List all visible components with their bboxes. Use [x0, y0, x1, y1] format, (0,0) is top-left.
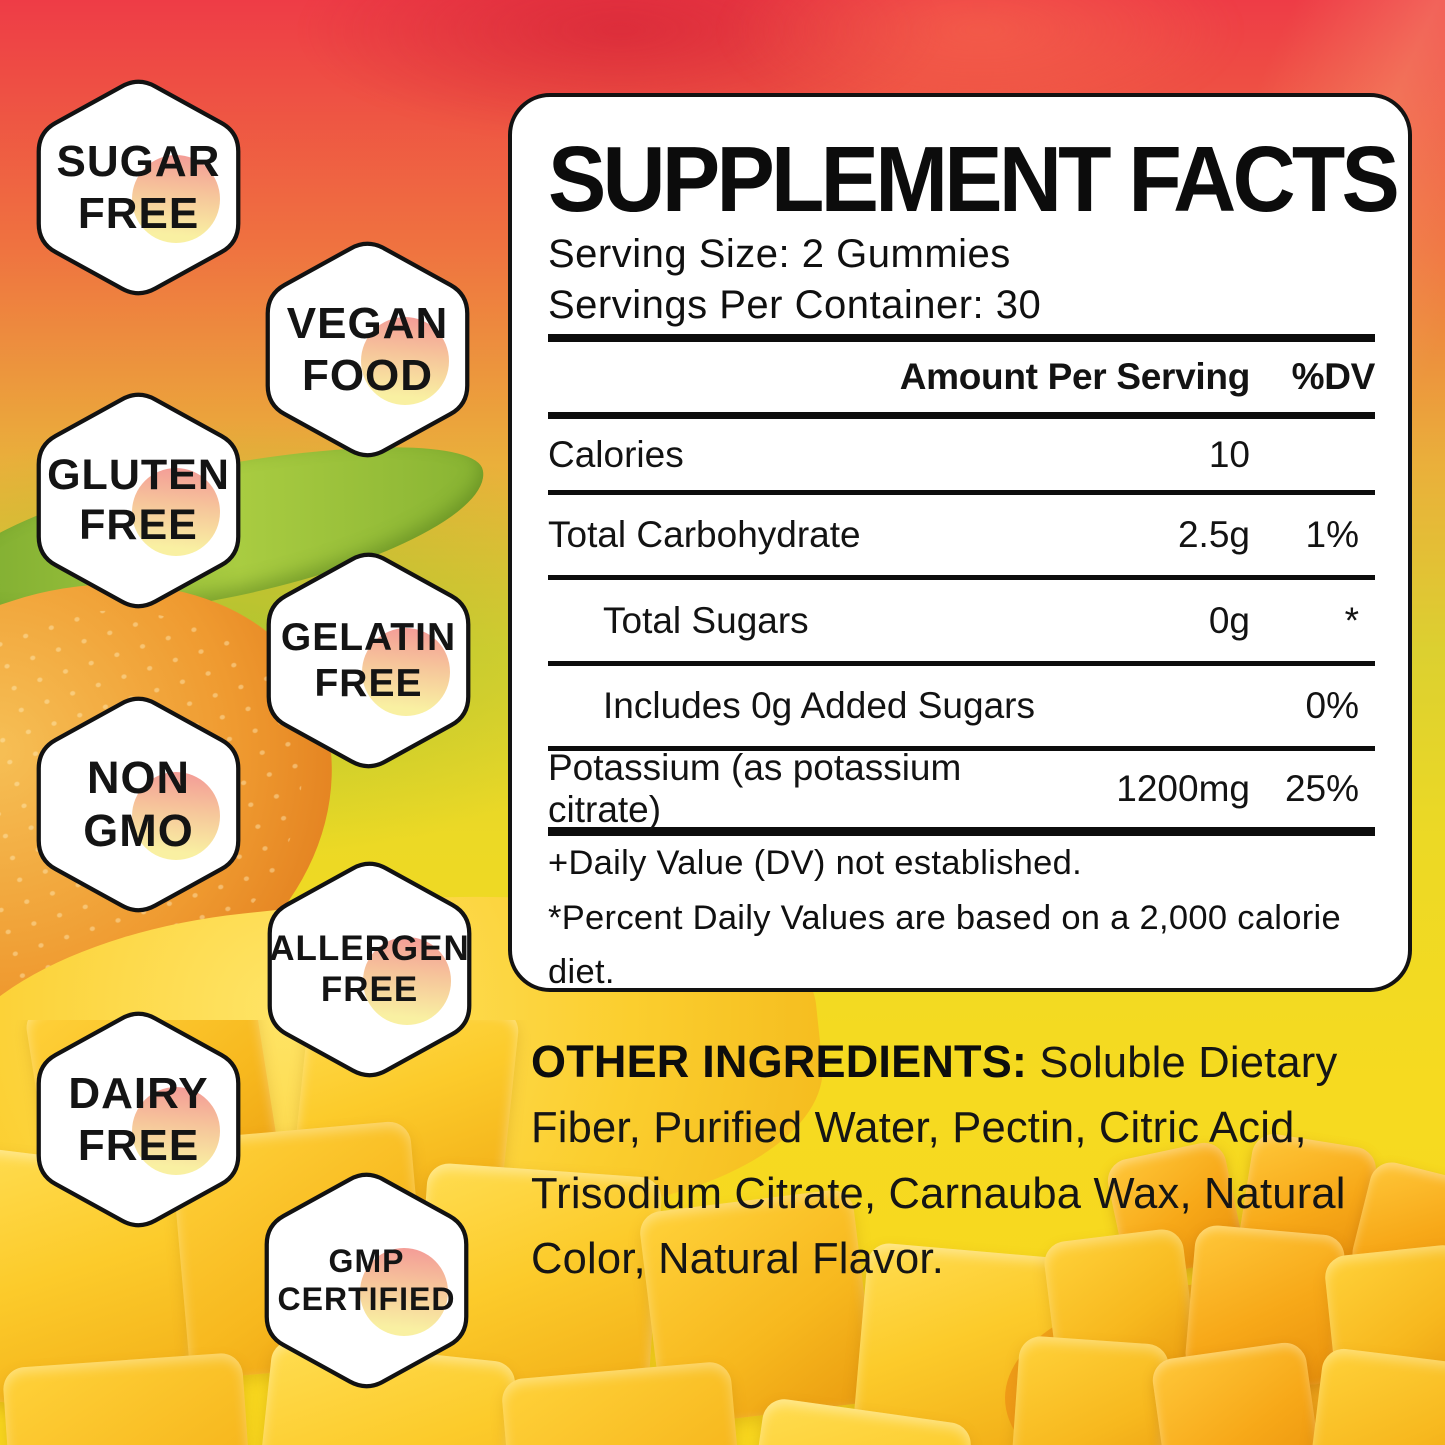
badge-vegan-food: VEGAN FOOD: [261, 237, 474, 462]
row-name: Total Carbohydrate: [548, 514, 861, 555]
badge-line: SUGAR: [56, 137, 221, 187]
badge-line: GELATIN: [280, 616, 457, 660]
row-name: Calories: [548, 433, 684, 475]
badge-line: DAIRY: [68, 1069, 209, 1119]
badge-line: FOOD: [301, 350, 434, 400]
row-amount: 10: [1208, 433, 1250, 475]
badge-glow-circle: [361, 317, 449, 405]
row-amount: 2.5g: [1177, 514, 1250, 555]
row-amount: 0g: [1208, 599, 1250, 641]
badge-gelatin-free: GELATIN FREE: [262, 548, 475, 773]
badge-line: ALLERGEN: [269, 928, 470, 968]
row-dv: *: [1344, 599, 1359, 641]
badge-line: FREE: [320, 969, 419, 1009]
badge-label: VEGAN FOOD: [261, 237, 474, 462]
row-dv: 25%: [1284, 768, 1359, 809]
mango-cube: [1009, 1334, 1171, 1445]
badge-gluten-free: GLUTEN FREE: [32, 388, 245, 613]
other-ingredients: OTHER INGREDIENTS: Soluble Dietary Fiber…: [531, 1028, 1436, 1292]
other-ingredients-text: Soluble Dietary Fiber, Purified Water, P…: [531, 1039, 1346, 1283]
mango-cube: [1, 1351, 259, 1445]
badge-line: FREE: [77, 1120, 200, 1170]
badge-glow-circle: [363, 937, 451, 1025]
other-ingredients-heading: OTHER INGREDIENTS:: [531, 1036, 1028, 1087]
badge-line: GMO: [83, 804, 194, 856]
servings-per-container: Servings Per Container: 30: [548, 283, 1042, 327]
badge-dairy-free: DAIRY FREE: [32, 1007, 245, 1232]
row-name: Includes 0g Added Sugars: [603, 685, 1035, 726]
badge-glow-circle: [132, 772, 220, 860]
supplement-facts-panel: SUPPLEMENT FACTS Serving Size: 2 Gummies…: [508, 93, 1412, 992]
badge-glow-circle: [132, 155, 220, 243]
column-percent-dv: %DV: [1291, 356, 1376, 397]
row-dv: 1%: [1305, 514, 1359, 555]
row-name: Potassium (as potassium citrate): [548, 747, 962, 830]
footnote-dv-not-established: +Daily Value (DV) not established.: [548, 844, 1083, 882]
table-row: Includes 0g Added Sugars 0%: [548, 666, 1375, 751]
badge-label: DAIRY FREE: [32, 1007, 245, 1232]
badge-line: GMP: [328, 1243, 405, 1280]
badge-line: FREE: [79, 500, 198, 549]
badge-label: GELATIN FREE: [262, 548, 475, 773]
badge-glow-circle: [132, 468, 220, 556]
table-row: Total Carbohydrate 2.5g 1%: [548, 495, 1375, 580]
badge-glow-circle: [132, 1087, 220, 1175]
divider: [548, 334, 1375, 342]
footnote-percent-daily-values: *Percent Daily Values are based on a 2,0…: [548, 898, 1342, 992]
badge-label: ALLERGEN FREE: [263, 857, 476, 1082]
badge-label: GMP CERTIFIED: [260, 1168, 473, 1393]
table-row: Potassium (as potassium citrate) 1200mg …: [548, 747, 1375, 836]
badge-label: NON GMO: [32, 692, 245, 917]
table-header: Amount Per Serving %DV: [548, 342, 1375, 419]
badge-line: FREE: [77, 188, 200, 238]
badge-gmp-certified: GMP CERTIFIED: [260, 1168, 473, 1393]
table-row: Calories 10: [548, 419, 1375, 495]
badge-allergen-free: ALLERGEN FREE: [263, 857, 476, 1082]
panel-title: SUPPLEMENT FACTS: [548, 127, 1400, 231]
badge-line: NON: [87, 752, 190, 804]
badge-line: FREE: [314, 661, 423, 705]
cut-mango-photo: [1005, 1130, 1445, 1445]
badge-line: VEGAN: [286, 299, 449, 349]
serving-size: Serving Size: 2 Gummies: [548, 232, 1011, 276]
badge-line: CERTIFIED: [277, 1280, 456, 1317]
table-row: Total Sugars 0g *: [548, 580, 1375, 666]
badge-sugar-free: SUGAR FREE: [32, 75, 245, 300]
row-name: Total Sugars: [603, 599, 809, 641]
badge-non-gmo: NON GMO: [32, 692, 245, 917]
badge-glow-circle: [362, 628, 450, 716]
row-amount: 1200mg: [1116, 768, 1250, 809]
badge-glow-circle: [360, 1248, 448, 1336]
badge-label: SUGAR FREE: [32, 75, 245, 300]
column-amount-per-serving: Amount Per Serving: [899, 356, 1251, 397]
badge-line: GLUTEN: [47, 450, 230, 499]
mango-cube: [1306, 1346, 1445, 1445]
badge-label: GLUTEN FREE: [32, 388, 245, 613]
row-dv: 0%: [1305, 685, 1359, 726]
